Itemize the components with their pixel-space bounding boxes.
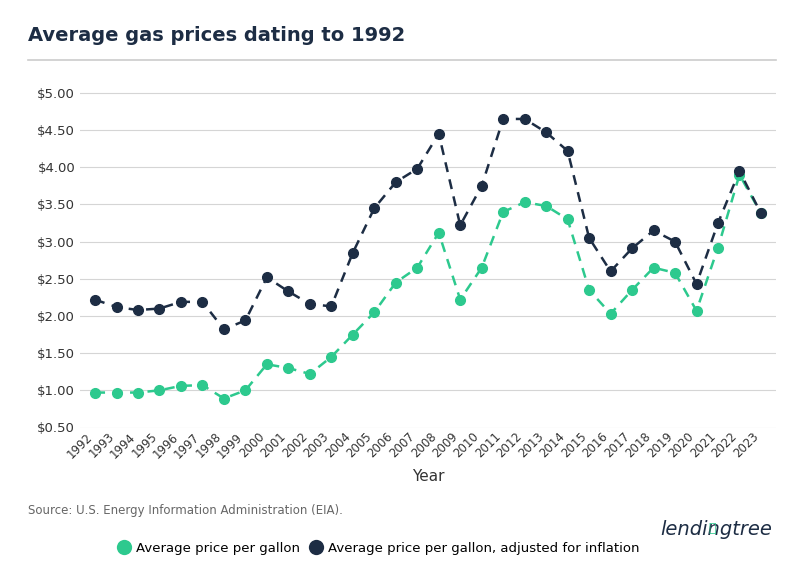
- Text: Average gas prices dating to 1992: Average gas prices dating to 1992: [28, 26, 406, 44]
- Text: 🌿: 🌿: [708, 522, 715, 535]
- Text: Source: U.S. Energy Information Administration (EIA).: Source: U.S. Energy Information Administ…: [28, 504, 343, 518]
- Legend: Average price per gallon, Average price per gallon, adjusted for inflation: Average price per gallon, Average price …: [114, 537, 645, 560]
- Text: lendingtree: lendingtree: [660, 520, 772, 539]
- X-axis label: Year: Year: [412, 469, 444, 484]
